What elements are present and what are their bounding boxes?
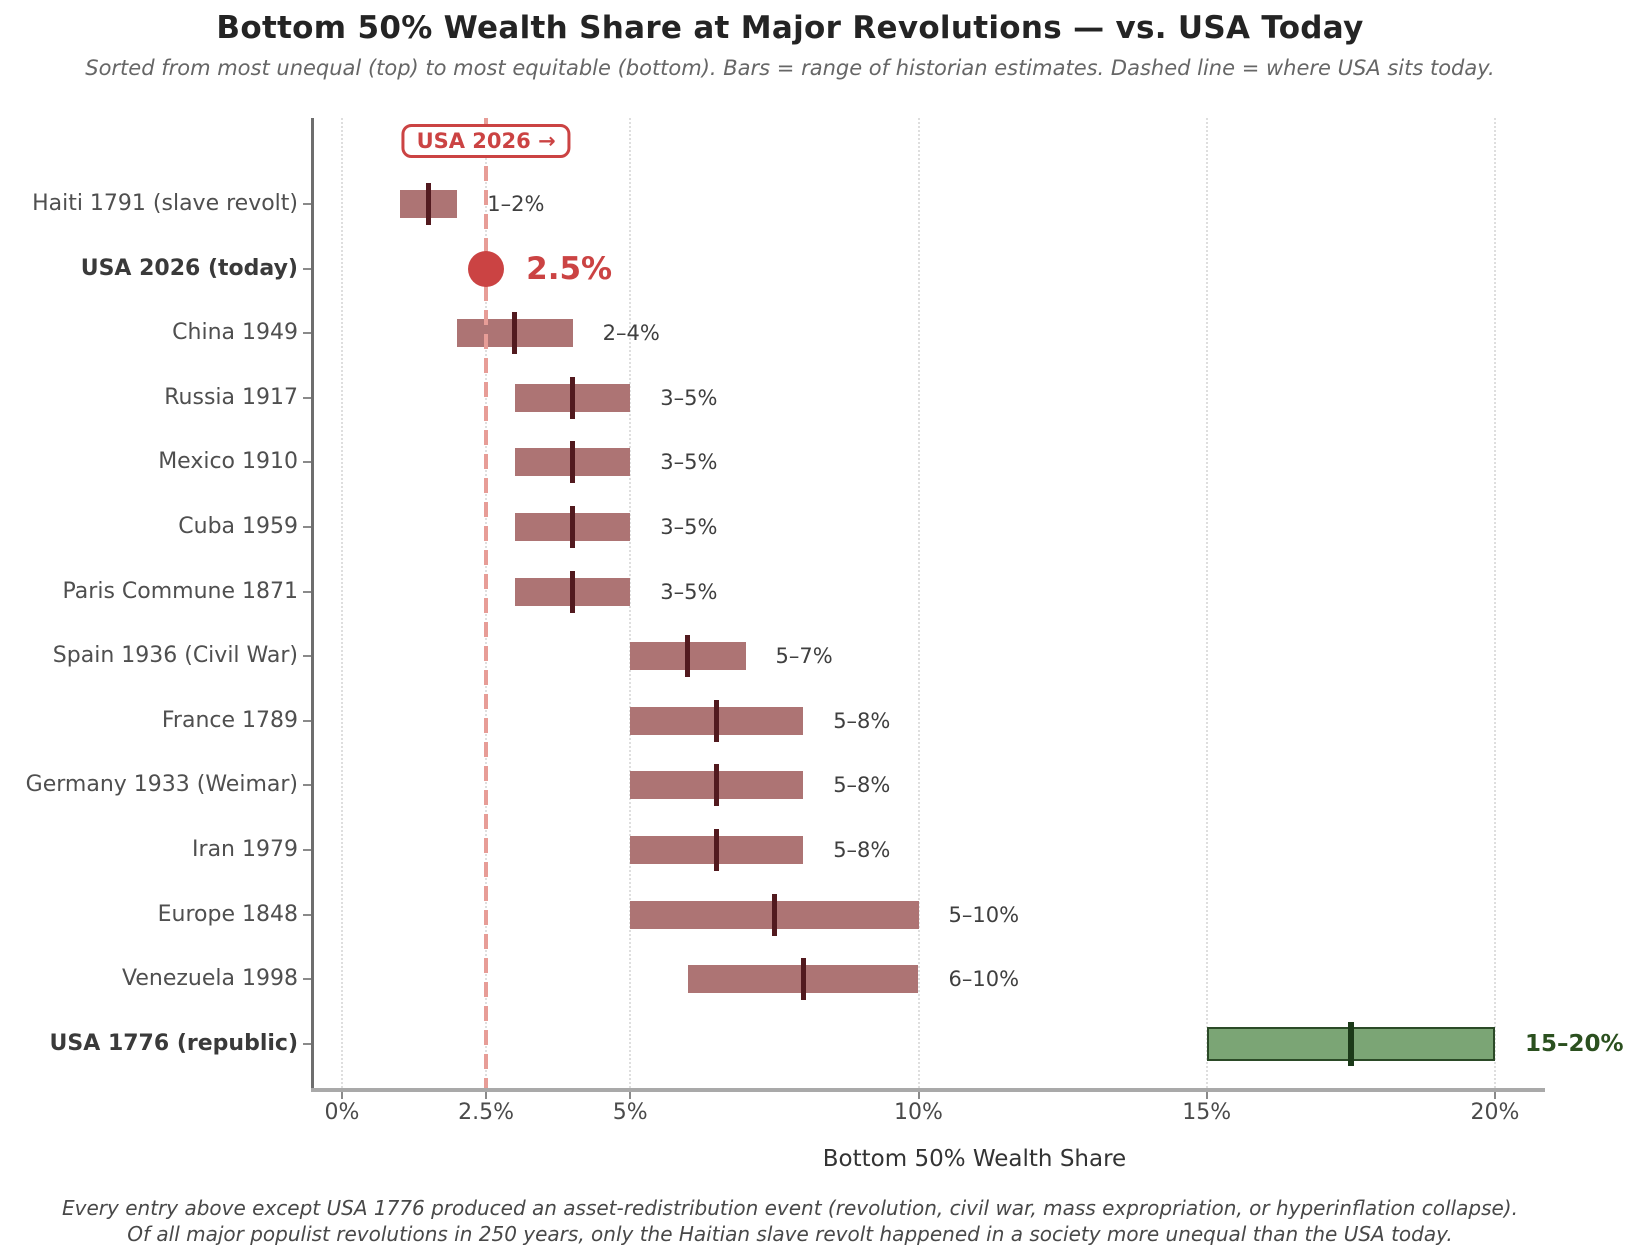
median-tick [771, 893, 777, 936]
y-tick-mark [303, 203, 311, 205]
grid-line [917, 118, 920, 1088]
usa-today-dot [468, 250, 505, 287]
chart-subtitle: Sorted from most unequal (top) to most e… [85, 56, 1495, 80]
x-tick-mark [1494, 1092, 1496, 1099]
x-tick-label: 20% [1470, 1100, 1520, 1125]
y-tick-mark [303, 590, 311, 593]
value-label: 3–5% [660, 515, 718, 539]
x-tick-mark [341, 1092, 343, 1099]
y-tick-mark [303, 267, 311, 270]
footnote-line-1: Every entry above except USA 1776 produc… [62, 1196, 1518, 1220]
value-label: 5–7% [775, 644, 833, 669]
category-label: China 1949 [172, 320, 298, 346]
value-label: 3–5% [660, 579, 718, 604]
grid-line [629, 118, 632, 1088]
median-tick [714, 829, 720, 871]
median-tick [570, 570, 576, 613]
y-tick-mark [303, 1042, 311, 1045]
value-label: 3–5% [660, 450, 718, 475]
category-label: Russia 1917 [164, 384, 298, 410]
x-axis-line [311, 1088, 1545, 1092]
x-axis-label: Bottom 50% Wealth Share [822, 1146, 1127, 1172]
category-label: Europe 1848 [157, 901, 298, 927]
value-label: 5–8% [833, 838, 891, 862]
value-label: 5–8% [833, 708, 891, 733]
value-label: 1–2% [487, 192, 545, 216]
category-label: Haiti 1791 (slave revolt) [32, 191, 298, 216]
median-tick [685, 635, 691, 678]
y-tick-mark [303, 396, 311, 399]
category-label: Iran 1979 [192, 837, 298, 862]
x-tick-mark [629, 1092, 632, 1099]
median-tick [1347, 1021, 1354, 1066]
median-tick [714, 699, 720, 742]
median-tick [570, 506, 576, 548]
category-label: Germany 1933 (Weimar) [25, 772, 298, 798]
footnote-line-2: Of all major populist revolutions in 250… [127, 1222, 1453, 1246]
x-tick-mark [1205, 1092, 1208, 1099]
chart-title: Bottom 50% Wealth Share at Major Revolut… [216, 10, 1364, 46]
value-label: 6–10% [948, 967, 1020, 992]
y-tick-mark [303, 913, 311, 916]
grid-line [341, 118, 343, 1088]
grid-line [1494, 118, 1496, 1088]
y-tick-mark [303, 978, 311, 981]
y-tick-mark [303, 332, 311, 335]
value-label: 2–4% [602, 321, 660, 346]
x-tick-label: 10% [894, 1100, 943, 1125]
category-label: USA 1776 (republic) [49, 1030, 298, 1056]
median-tick [570, 376, 576, 419]
category-label: Mexico 1910 [158, 449, 298, 475]
category-label: France 1789 [161, 707, 298, 733]
x-tick-label: 15% [1182, 1100, 1232, 1125]
category-label: Paris Commune 1871 [62, 578, 298, 604]
median-tick [425, 183, 431, 225]
category-label: Spain 1936 (Civil War) [52, 643, 298, 669]
x-tick-label: 5% [612, 1100, 648, 1125]
usa-today-value-label: 2.5% [526, 250, 613, 287]
median-tick [714, 764, 720, 807]
median-tick [512, 312, 518, 355]
median-tick [800, 958, 806, 1001]
value-label: 15–20% [1525, 1030, 1624, 1057]
y-tick-mark [303, 461, 311, 464]
y-tick-mark [303, 526, 311, 528]
x-tick-mark [485, 1092, 488, 1099]
grid-line [1205, 118, 1208, 1088]
y-tick-mark [303, 655, 311, 658]
category-label: Venezuela 1998 [122, 966, 298, 992]
y-tick-mark [303, 784, 311, 787]
x-tick-mark [917, 1092, 920, 1099]
category-label: Cuba 1959 [178, 514, 298, 539]
x-tick-label: 0% [324, 1100, 360, 1125]
value-label: 5–8% [833, 773, 891, 798]
value-label: 5–10% [948, 902, 1020, 927]
reference-dashed-line [484, 118, 489, 1088]
x-tick-label: 2.5% [458, 1100, 515, 1125]
y-tick-mark [303, 849, 311, 851]
y-tick-mark [303, 719, 311, 722]
value-label: 3–5% [660, 385, 718, 410]
category-label: USA 2026 (today) [80, 255, 298, 281]
y-axis-spine [311, 118, 314, 1088]
usa-2026-badge: USA 2026 → [401, 124, 571, 158]
median-tick [570, 441, 576, 484]
